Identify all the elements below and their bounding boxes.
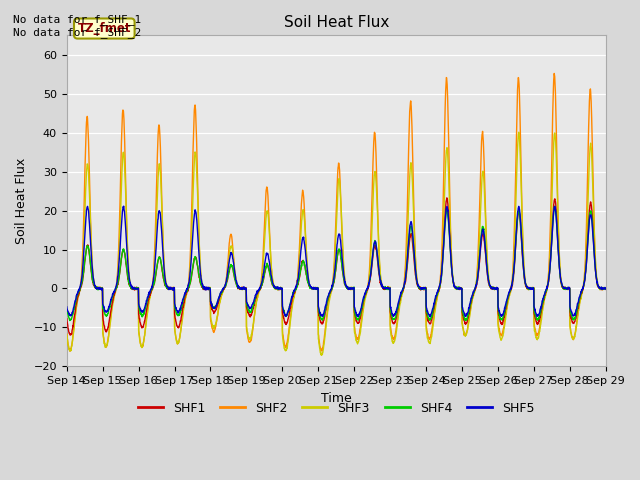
Text: No data for f_SHF_1
No data for f_SHF_2: No data for f_SHF_1 No data for f_SHF_2 (13, 14, 141, 38)
Y-axis label: Soil Heat Flux: Soil Heat Flux (15, 158, 28, 244)
X-axis label: Time: Time (321, 392, 351, 405)
Title: Soil Heat Flux: Soil Heat Flux (284, 15, 389, 30)
Legend: SHF1, SHF2, SHF3, SHF4, SHF5: SHF1, SHF2, SHF3, SHF4, SHF5 (132, 396, 540, 420)
Text: TZ_fmet: TZ_fmet (77, 22, 131, 35)
